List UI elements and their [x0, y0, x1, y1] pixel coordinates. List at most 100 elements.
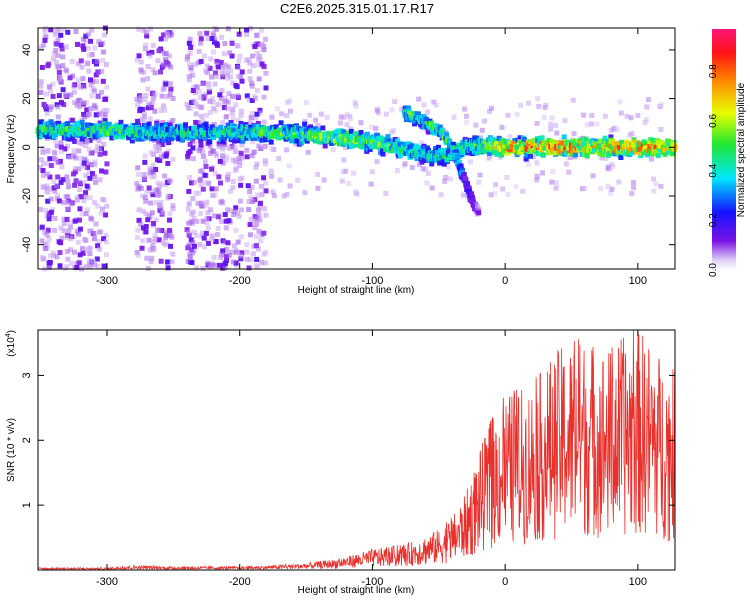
spectrogram-cell-1470 — [548, 126, 554, 132]
spectrogram-cell-1431 — [268, 168, 274, 174]
spectrogram-cell-1288 — [424, 180, 430, 186]
spectrogram-cell-993 — [224, 257, 230, 263]
spectrogram-cell-348 — [79, 194, 85, 200]
spectrogram-cell-899 — [238, 207, 244, 213]
spectrogram-cell-849 — [186, 73, 192, 79]
spectrogram-y-tick-label--40: -40 — [21, 237, 33, 253]
spectrogram-cell-155 — [64, 174, 70, 180]
spectrogram-cell-1573 — [65, 136, 71, 142]
spectrogram-cell-809 — [209, 148, 215, 154]
spectrogram-cell-969 — [218, 180, 224, 186]
spectrogram-cell-1446 — [463, 113, 469, 119]
spectrogram-cell-423 — [100, 49, 106, 55]
spectrogram-cell-546 — [142, 97, 148, 103]
spectrogram-cell-760 — [187, 141, 193, 147]
spectrogram-cell-884 — [205, 260, 211, 266]
spectrogram-cell-610 — [160, 103, 166, 109]
spectrogram-cell-1003 — [215, 101, 221, 107]
spectrogram-cell-1520 — [48, 119, 54, 125]
spectrogram-cell-505 — [141, 111, 147, 117]
spectrogram-cell-1444 — [315, 171, 321, 177]
spectrogram-cell-764 — [239, 78, 245, 84]
spectrogram-cell-703 — [200, 218, 206, 224]
spectrogram-cell-1155 — [254, 88, 260, 94]
spectrogram-cell-1843 — [146, 121, 152, 127]
spectrogram-cell-1274 — [589, 112, 595, 118]
spectrogram-cell-1320 — [353, 103, 359, 109]
spectrogram-cell-3272 — [579, 151, 585, 157]
spectrogram-cell-1579 — [65, 120, 71, 126]
spectrogram-cell-1118 — [248, 216, 254, 222]
spectrogram-cell-54 — [52, 188, 58, 194]
spectrogram-cell-1091 — [256, 228, 262, 234]
spectrogram-cell-3119 — [533, 142, 539, 148]
spectrogram-cell-853 — [208, 207, 214, 213]
spectrogram-cell-2725 — [414, 151, 420, 157]
spectrogram-cell-6 — [51, 51, 57, 57]
spectrogram-y-tick-label-40: 40 — [21, 44, 33, 56]
spectrogram-cell-216 — [53, 48, 59, 54]
spectrogram-cell-3808 — [476, 206, 482, 212]
spectrogram-cell-2230 — [262, 136, 268, 142]
spectrogram-cell-1190 — [247, 76, 253, 82]
spectrogram-cell-1424 — [473, 122, 479, 128]
spectrogram-cell-759 — [224, 174, 230, 180]
spectrogram-cell-1165 — [252, 220, 258, 226]
spectrogram-cell-1406 — [305, 149, 311, 155]
spectrogram-cell-330 — [89, 93, 95, 99]
spectrogram-cell-246 — [58, 140, 64, 146]
spectrogram-cell-88 — [104, 108, 110, 114]
spectrogram-cell-676 — [146, 185, 152, 191]
spectrogram-cell-136 — [77, 104, 83, 110]
spectrogram-cell-3570 — [670, 150, 676, 156]
spectrogram-cell-658 — [164, 232, 170, 238]
spectrogram-cell-1443 — [420, 166, 426, 172]
spectrogram-cell-3280 — [581, 142, 587, 148]
spectrogram-cell-404 — [69, 260, 75, 266]
spectrogram-cell-1768 — [123, 124, 129, 130]
spectrogram-cell-140 — [60, 177, 66, 183]
spectrogram-cell-830 — [234, 43, 240, 49]
spectrogram-cell-1234 — [302, 119, 308, 125]
spectrogram-cell-185 — [54, 192, 60, 198]
spectrogram-cell-211 — [64, 206, 70, 212]
spectrogram-cell-1137 — [250, 198, 256, 204]
spectrogram-cell-1183 — [262, 206, 268, 212]
spectrogram-cell-1915 — [167, 122, 173, 128]
spectrogram-cell-259 — [101, 134, 107, 140]
spectrogram-cell-687 — [164, 31, 170, 37]
spectrogram-cell-1782 — [128, 131, 134, 137]
spectrogram-cell-3082 — [523, 156, 529, 162]
spectrogram-cell-1257 — [534, 120, 540, 126]
spectrogram-cell-3154 — [543, 145, 549, 151]
spectrogram-cell-3025 — [505, 150, 511, 156]
spectrogram-cell-1456 — [351, 170, 357, 176]
spectrogram-cell-931 — [235, 239, 241, 245]
spectrogram-cell-3263 — [578, 137, 584, 143]
snr-x-axis-label: Height of straight line (km) — [298, 585, 415, 596]
spectrogram-cell-3157 — [545, 150, 551, 156]
spectrogram-cell-653 — [147, 170, 153, 176]
spectrogram-cell-1131 — [262, 260, 268, 266]
spectrogram-cell-142 — [45, 227, 51, 233]
spectrogram-cell-2037 — [207, 139, 213, 145]
spectrogram-cell-1353 — [284, 147, 290, 153]
spectrogram-cell-2263 — [273, 124, 279, 130]
spectrogram-cell-1395 — [446, 164, 452, 170]
spectrogram-cell-961 — [196, 120, 202, 126]
spectrogram-cell-1188 — [250, 139, 256, 145]
spectrogram-cell-3047 — [512, 138, 518, 144]
spectrogram-cell-907 — [223, 249, 229, 255]
spectrogram-cell-617 — [142, 46, 148, 52]
spectrogram-cell-2413 — [320, 125, 326, 131]
spectrogram-cell-532 — [141, 69, 147, 75]
spectrogram-cell-1956 — [180, 136, 186, 142]
spectrogram-cell-564 — [146, 50, 152, 56]
spectrogram-cell-352 — [47, 174, 53, 180]
spectrogram-cell-1128 — [244, 57, 250, 63]
spectrogram-cell-2257 — [271, 129, 277, 135]
colorbar: 0.0 0.2 0.4 0.6 0.8 Normalized spectral ampl… — [708, 29, 747, 277]
spectrogram-cell-3110 — [531, 137, 537, 143]
spectrogram-cell-2688 — [403, 142, 409, 148]
